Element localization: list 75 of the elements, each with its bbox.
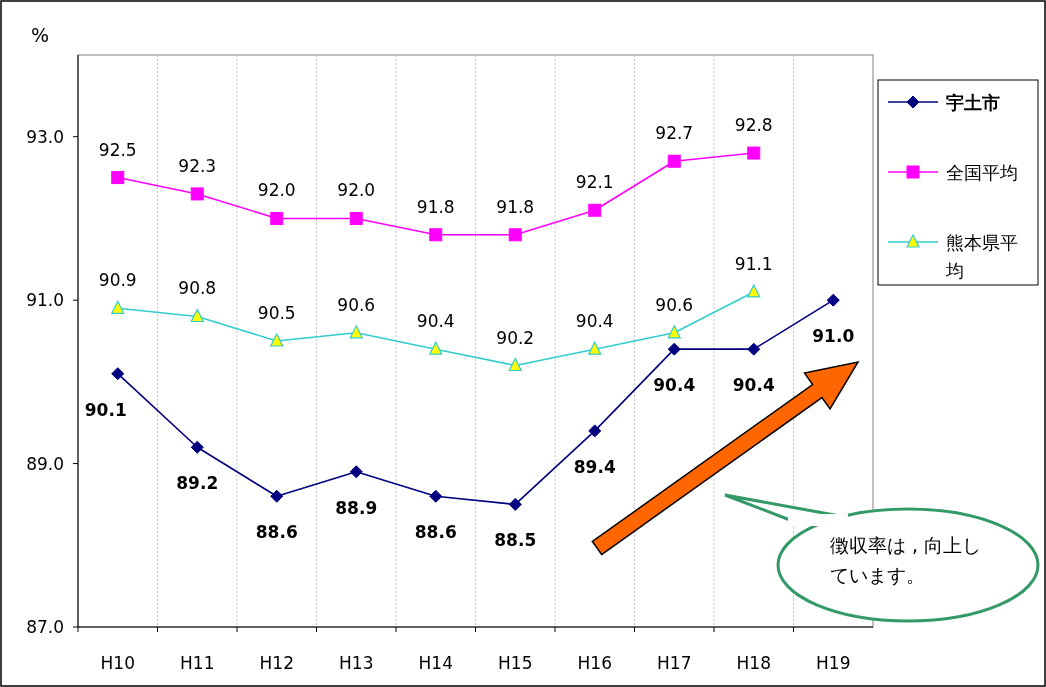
annotation: 徴収率は , 向上しています。	[830, 533, 983, 588]
point	[190, 440, 204, 454]
data-label: 89.2	[176, 473, 219, 494]
point	[349, 211, 363, 225]
data-label: 88.6	[255, 522, 298, 543]
y-tick-label: 91.0	[26, 290, 64, 311]
point	[429, 489, 443, 503]
data-label: 90.2	[496, 327, 535, 348]
data-label: 89.4	[573, 456, 616, 477]
data-label: 90.6	[655, 294, 694, 315]
data-label: 91.8	[496, 196, 535, 217]
x-tick-label: H13	[339, 653, 374, 673]
point	[588, 341, 602, 355]
legend-label: 全国平均	[946, 162, 1018, 183]
data-label: 90.4	[416, 311, 455, 332]
x-tick-label: H14	[418, 653, 453, 673]
data-label: 90.9	[98, 270, 137, 291]
point	[270, 333, 284, 347]
data-label: 92.8	[734, 115, 773, 136]
point	[429, 341, 443, 355]
data-label: 92.3	[178, 155, 217, 176]
point	[667, 325, 681, 339]
y-axis-title: %	[30, 24, 50, 46]
point	[508, 497, 522, 511]
point	[190, 308, 204, 323]
point	[111, 367, 125, 381]
x-tick-label: H19	[816, 653, 851, 673]
data-label: 91.8	[416, 196, 455, 217]
data-label: 92.7	[655, 123, 694, 144]
data-label: 91.1	[734, 253, 773, 274]
data-label: 88.9	[335, 497, 378, 518]
point	[429, 228, 443, 242]
data-label: 88.5	[494, 530, 537, 551]
point	[508, 228, 522, 242]
x-tick-label: H11	[180, 653, 215, 673]
y-tick-label: 89.0	[26, 453, 64, 474]
point	[667, 342, 681, 356]
legend-label: 宇土市	[946, 92, 1000, 113]
data-label: 88.6	[414, 522, 457, 543]
point	[270, 211, 284, 225]
data-label: 92.0	[257, 180, 296, 201]
point	[508, 357, 522, 372]
point	[747, 146, 761, 160]
data-label: 90.4	[732, 375, 775, 396]
x-tick-label: H18	[736, 653, 771, 673]
data-label: 92.5	[98, 139, 137, 160]
point	[349, 325, 363, 339]
point	[190, 187, 204, 201]
data-label: 90.4	[653, 375, 696, 396]
data-label: 90.6	[337, 294, 376, 315]
point	[111, 171, 125, 185]
legend-label: 熊本県平均	[945, 232, 1018, 281]
x-tick-label: H15	[498, 653, 533, 673]
data-label: 92.1	[575, 172, 614, 193]
data-label: 92.0	[337, 180, 376, 201]
y-tick-label: 93.0	[26, 126, 64, 147]
data-label: 91.0	[812, 326, 855, 347]
data-label: 90.4	[575, 311, 614, 332]
point	[111, 300, 125, 314]
point	[588, 203, 602, 217]
data-label: 90.8	[178, 278, 217, 299]
data-label: 90.1	[84, 399, 127, 420]
point	[747, 342, 761, 356]
x-tick-label: H12	[259, 653, 294, 673]
x-tick-label: H16	[577, 653, 612, 673]
point	[747, 284, 761, 298]
point	[826, 293, 840, 307]
y-tick-label: 87.0	[26, 617, 64, 637]
x-tick-label: H10	[100, 653, 135, 673]
point	[270, 489, 284, 503]
x-tick-label: H17	[657, 653, 692, 673]
point	[588, 424, 602, 438]
point	[349, 465, 363, 479]
point	[667, 154, 681, 168]
data-label: 90.5	[257, 303, 296, 323]
